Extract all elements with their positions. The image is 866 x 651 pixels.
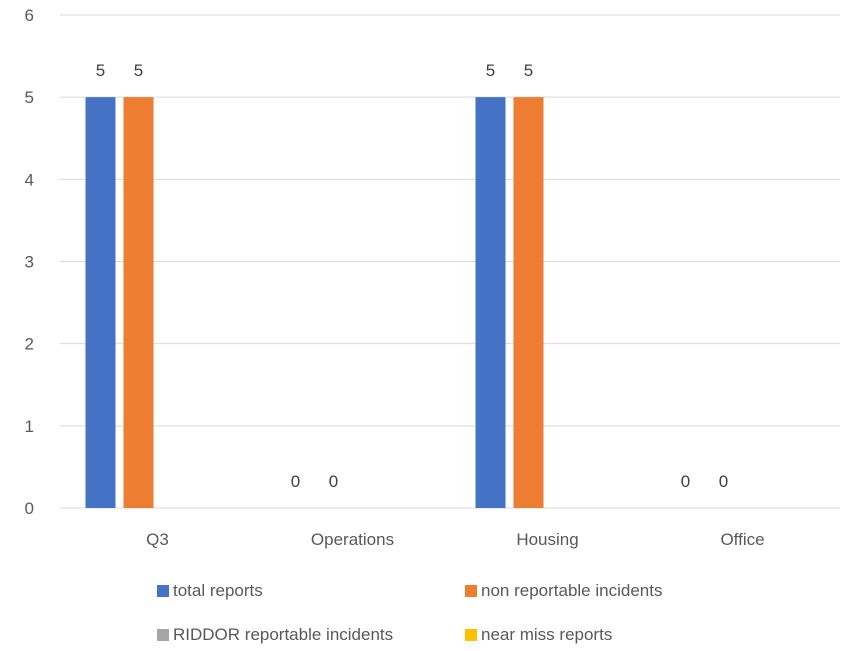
y-tick-label: 5 — [25, 88, 34, 107]
data-label: 0 — [291, 472, 300, 491]
y-axis-ticks: 0 1 2 3 4 5 6 — [25, 6, 34, 518]
y-tick-label: 4 — [25, 170, 34, 189]
bar-total-reports-housing — [475, 97, 506, 509]
bars — [85, 97, 544, 509]
data-label: 0 — [329, 472, 338, 491]
x-axis-ticks: Q3 Operations Housing Office — [146, 530, 764, 549]
bar-non-reportable-incidents-q3 — [123, 97, 154, 509]
data-label: 5 — [96, 61, 105, 80]
x-tick-label: Housing — [516, 530, 578, 549]
y-tick-label: 1 — [25, 417, 34, 436]
y-tick-label: 2 — [25, 335, 34, 354]
data-label: 5 — [486, 61, 495, 80]
bar-non-reportable-incidents-housing — [513, 97, 544, 509]
data-label: 5 — [524, 61, 533, 80]
x-tick-label: Operations — [311, 530, 394, 549]
gridlines — [60, 14, 840, 509]
data-label: 5 — [134, 61, 143, 80]
y-tick-label: 0 — [25, 499, 34, 518]
x-tick-label: Q3 — [146, 530, 169, 549]
data-label: 0 — [681, 472, 690, 491]
x-tick-label: Office — [720, 530, 764, 549]
y-tick-label: 6 — [25, 6, 34, 25]
data-labels: 5 5 0 0 5 5 0 0 — [96, 61, 728, 491]
bar-total-reports-q3 — [85, 97, 116, 509]
y-tick-label: 3 — [25, 253, 34, 272]
data-label: 0 — [719, 472, 728, 491]
